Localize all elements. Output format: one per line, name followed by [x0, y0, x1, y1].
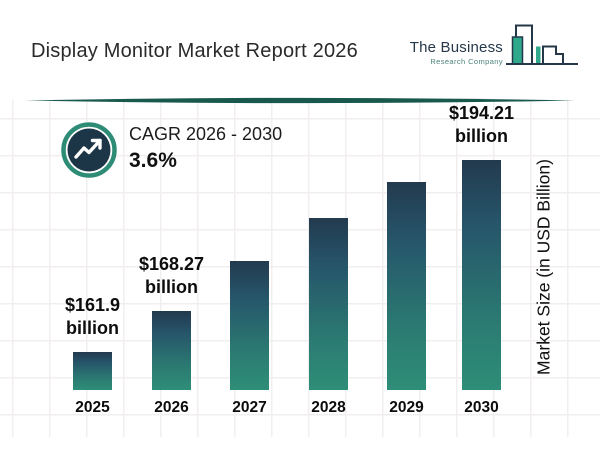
cagr-texts: CAGR 2026 - 2030 3.6%: [129, 122, 282, 178]
cagr-badge: CAGR 2026 - 2030 3.6%: [61, 122, 282, 178]
bar-column-2027: 2027: [230, 249, 269, 416]
trending-up-icon: [61, 122, 117, 178]
bar-column-2030: $194.21 billion 2030: [449, 102, 514, 416]
x-tick-label-2026: 2026: [154, 399, 189, 416]
bar-value-label-2025: $161.9 billion: [64, 295, 121, 338]
bar-2028: [309, 218, 348, 390]
x-tick-label-2025: 2025: [75, 399, 110, 416]
logo-bars-icon: [506, 24, 578, 65]
cagr-label: CAGR 2026 - 2030: [129, 124, 283, 144]
bar-column-2025: $161.9 billion 2025: [65, 294, 120, 416]
y-axis-label: Market Size (in USD Billion): [533, 159, 554, 375]
logo-wordmark: The Business Research Company: [410, 39, 503, 67]
bar-value-label-2030: $194.21 billion: [448, 103, 515, 146]
bar-column-2029: 2029: [387, 170, 426, 416]
x-tick-label-2027: 2027: [232, 399, 267, 416]
cagr-value: 3.6%: [129, 149, 177, 172]
x-tick-label-2029: 2029: [389, 399, 424, 416]
page-title: Display Monitor Market Report 2026: [31, 40, 358, 62]
bar-2029: [387, 182, 426, 390]
x-tick-label-2028: 2028: [311, 399, 346, 416]
bar-column-2028: 2028: [309, 206, 348, 416]
header-divider: [25, 91, 575, 104]
bar-2025: [73, 352, 112, 390]
logo-name: The Business: [409, 39, 503, 56]
company-logo: The Business Research Company: [410, 24, 578, 67]
bar-2030: [462, 160, 501, 390]
logo-subtitle: Research Company: [430, 57, 503, 66]
x-tick-label-2030: 2030: [464, 399, 499, 416]
bar-value-label-2026: $168.27 billion: [138, 254, 205, 297]
bar-column-2026: $168.27 billion 2026: [139, 253, 204, 416]
bar-2027: [230, 261, 269, 390]
bar-2026: [152, 311, 191, 390]
